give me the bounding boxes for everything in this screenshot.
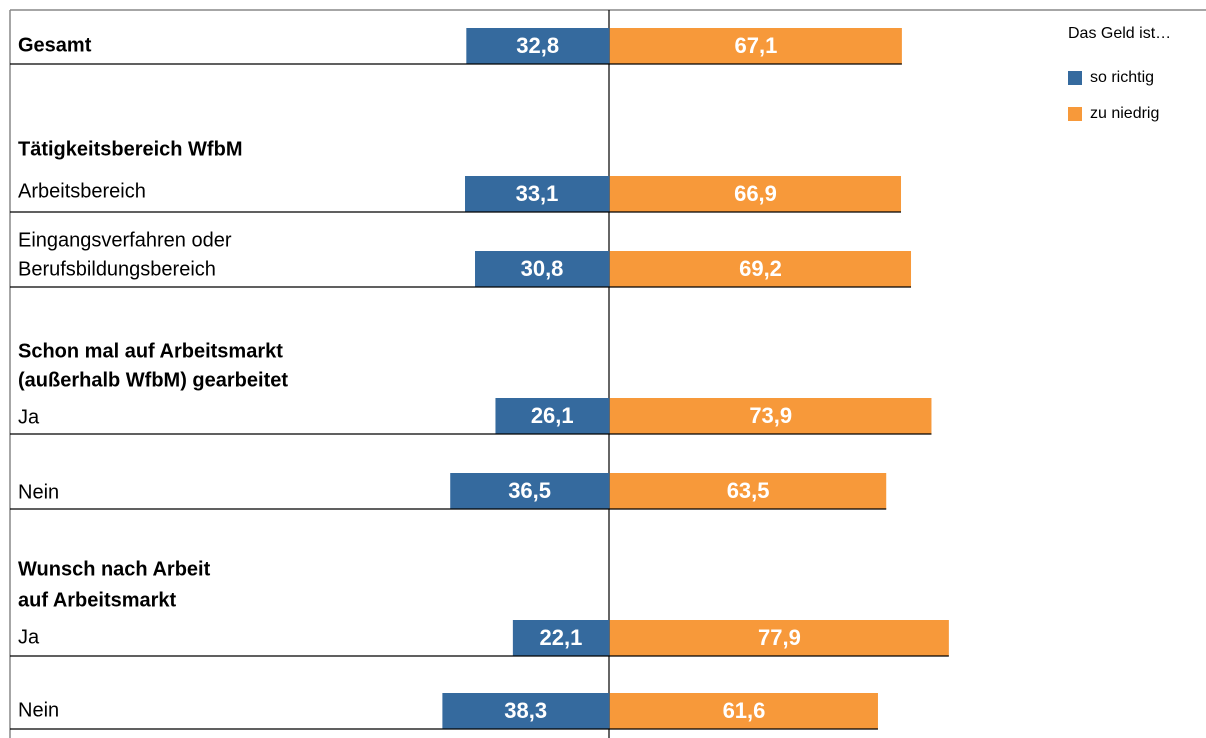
category-label: Eingangsverfahren oder <box>18 229 232 251</box>
value-label: 69,2 <box>739 256 782 281</box>
legend-label: zu niedrig <box>1090 105 1159 122</box>
bar <box>495 398 609 434</box>
category-label: Ja <box>18 406 40 428</box>
value-label: 66,9 <box>734 181 777 206</box>
bar <box>475 251 609 287</box>
value-label: 33,1 <box>516 181 559 206</box>
category-label: auf Arbeitsmarkt <box>18 589 177 611</box>
bar <box>442 693 609 729</box>
legend-label: so richtig <box>1090 69 1154 86</box>
bar <box>610 251 912 287</box>
value-label: 36,5 <box>508 478 551 503</box>
category-label: Tätigkeitsbereich WfbM <box>18 138 242 160</box>
value-label: 26,1 <box>531 403 574 428</box>
bar <box>512 620 609 656</box>
bar <box>450 473 609 509</box>
bar <box>610 398 932 434</box>
value-label: 73,9 <box>749 403 792 428</box>
legend-swatch <box>1068 107 1082 121</box>
bar <box>465 176 609 212</box>
legend-swatch <box>1068 71 1082 85</box>
value-label: 67,1 <box>735 33 778 58</box>
legend-title: Das Geld ist… <box>1068 25 1171 42</box>
value-label: 32,8 <box>516 33 559 58</box>
bar <box>610 693 878 729</box>
value-label: 61,6 <box>723 698 766 723</box>
category-label: Nein <box>18 699 59 721</box>
category-label: Schon mal auf Arbeitsmarkt <box>18 340 283 362</box>
bar <box>610 620 949 656</box>
value-label: 22,1 <box>540 625 583 650</box>
category-label: Berufsbildungsbereich <box>18 258 216 280</box>
value-label: 77,9 <box>758 625 801 650</box>
bar <box>610 176 902 212</box>
bar <box>610 28 902 64</box>
value-label: 30,8 <box>521 256 564 281</box>
category-label: (außerhalb WfbM) gearbeitet <box>18 369 288 391</box>
category-label: Arbeitsbereich <box>18 180 146 202</box>
bar <box>610 473 887 509</box>
category-label: Nein <box>18 481 59 503</box>
bar <box>466 28 609 64</box>
category-label: Ja <box>18 626 40 648</box>
value-label: 63,5 <box>727 478 770 503</box>
value-label: 38,3 <box>504 698 547 723</box>
category-label: Wunsch nach Arbeit <box>18 558 211 580</box>
category-label: Gesamt <box>18 34 92 56</box>
